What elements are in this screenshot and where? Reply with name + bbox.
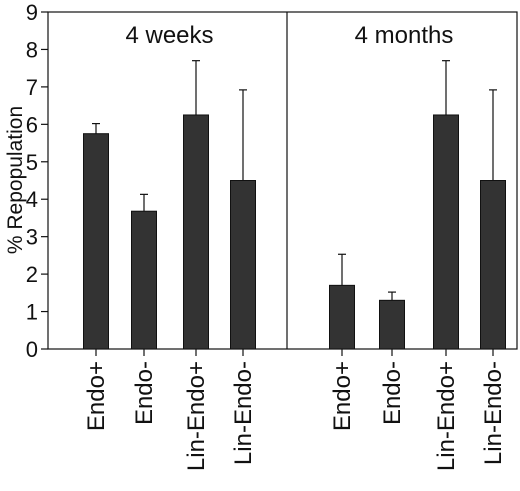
panel-2: 4 months Endo+ Endo- Lin-Endo+ Lin-Endo- xyxy=(329,22,507,471)
x-tick-label: Endo- xyxy=(379,361,406,425)
y-tick-label: 5 xyxy=(26,150,38,175)
bar xyxy=(433,114,459,350)
y-tick-label: 3 xyxy=(26,225,38,250)
y-tick-label: 1 xyxy=(26,300,38,325)
x-tick-label: Endo+ xyxy=(83,361,110,431)
bar xyxy=(329,284,355,350)
x-tick-label: Lin-Endo- xyxy=(230,361,257,465)
y-tick-label: 2 xyxy=(26,262,38,287)
y-tick-label: 7 xyxy=(26,75,38,100)
y-axis-title: % Repopulation xyxy=(4,106,27,254)
panel-title: 4 months xyxy=(355,22,454,49)
plot-frame xyxy=(47,11,518,350)
y-tick-label: 8 xyxy=(26,37,38,62)
x-tick-label: Lin-Endo- xyxy=(480,361,507,465)
x-tick-label: Lin-Endo+ xyxy=(433,361,460,471)
bar xyxy=(379,299,405,350)
y-tick-label: 6 xyxy=(26,112,38,137)
x-tick-label: Lin-Endo+ xyxy=(183,361,210,471)
x-tick-label: Endo+ xyxy=(329,361,356,431)
panel-1: 4 weeks Endo+ Endo- Lin-Endo+ Lin-Endo- xyxy=(83,22,257,471)
bar xyxy=(230,180,256,350)
y-tick-label: 9 xyxy=(26,0,38,25)
bar xyxy=(131,210,157,350)
bar xyxy=(480,180,506,350)
y-tick-label: 0 xyxy=(26,337,38,362)
bar xyxy=(83,133,109,350)
panel-title: 4 weeks xyxy=(125,22,213,49)
bar xyxy=(183,114,209,350)
y-tick-label: 4 xyxy=(26,187,38,212)
x-tick-label: Endo- xyxy=(131,361,158,425)
